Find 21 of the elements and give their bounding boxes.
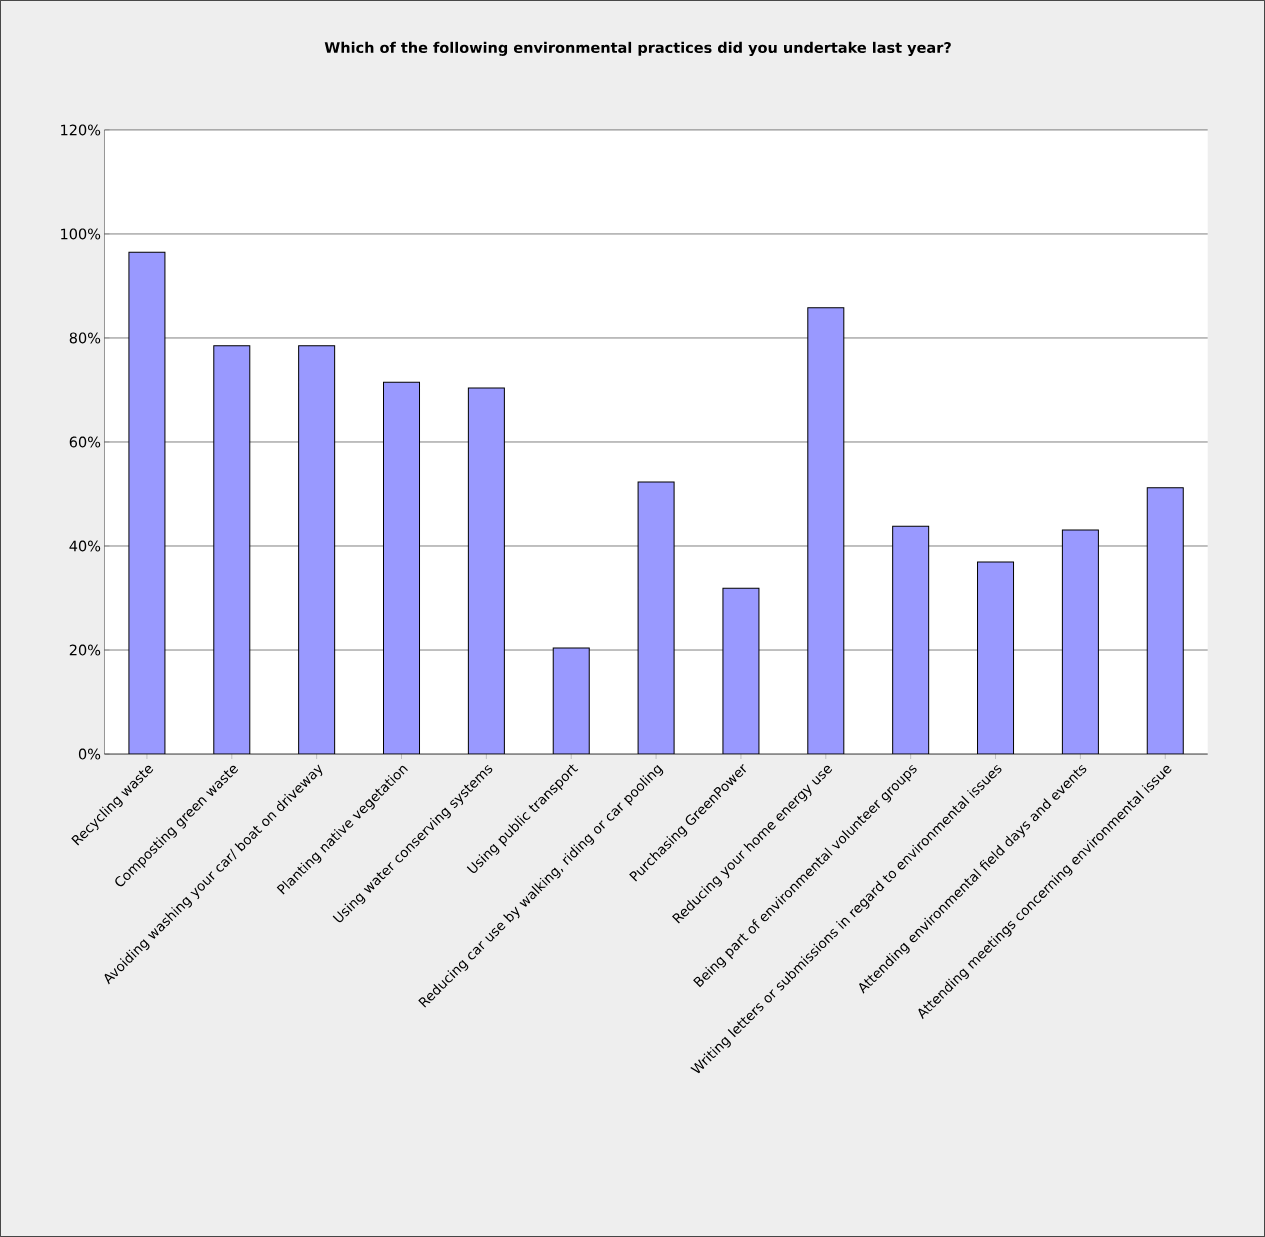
y-tick-label: 0% <box>78 748 101 760</box>
y-tick-label: 20% <box>69 644 101 656</box>
y-tick-label: 100% <box>61 228 101 240</box>
bar <box>128 251 166 755</box>
y-tick-label: 80% <box>69 332 101 344</box>
bar <box>1061 529 1099 755</box>
bar <box>892 525 930 755</box>
bar <box>1146 487 1184 755</box>
chart-title: Which of the following environmental practices did you undertake last year? <box>324 41 951 56</box>
bar <box>298 345 336 755</box>
y-tick-label: 40% <box>69 540 101 552</box>
y-tick-label: 60% <box>69 436 101 448</box>
bar <box>467 387 505 755</box>
bar <box>637 481 675 755</box>
bar <box>722 587 760 755</box>
bar <box>552 647 590 755</box>
bar <box>977 561 1015 755</box>
bar <box>213 345 251 755</box>
bar <box>383 381 421 755</box>
bar <box>807 307 845 755</box>
y-tick-label: 120% <box>61 124 101 136</box>
